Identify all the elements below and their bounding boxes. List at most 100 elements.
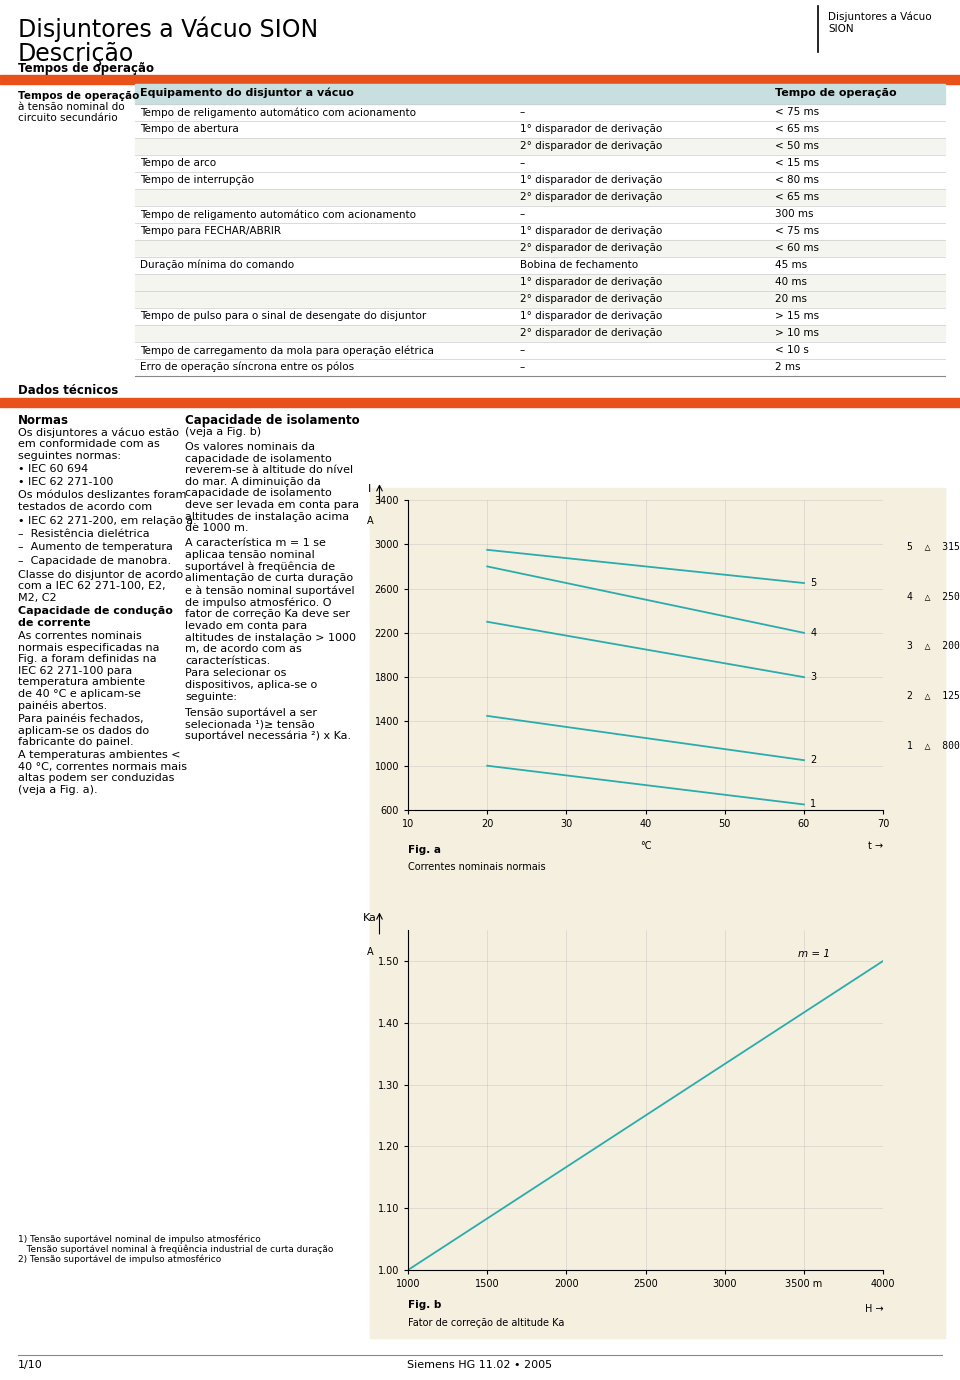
Text: > 15 ms: > 15 ms bbox=[775, 310, 819, 322]
Text: < 65 ms: < 65 ms bbox=[775, 192, 819, 201]
Text: 2  △  1250  A: 2 △ 1250 A bbox=[907, 690, 960, 700]
Text: < 15 ms: < 15 ms bbox=[775, 157, 819, 168]
Text: 2° disparador de derivação: 2° disparador de derivação bbox=[520, 294, 662, 304]
Bar bbox=[370, 489, 945, 1339]
Text: 2° disparador de derivação: 2° disparador de derivação bbox=[520, 243, 662, 253]
Text: Os valores nominais da
capacidade de isolamento
reverem-se à altitude do nível
d: Os valores nominais da capacidade de iso… bbox=[185, 442, 359, 533]
Text: < 80 ms: < 80 ms bbox=[775, 175, 819, 185]
Text: Tempos de operação: Tempos de operação bbox=[18, 91, 139, 101]
Bar bbox=[135, 104, 945, 121]
Text: Fig. b: Fig. b bbox=[408, 1300, 442, 1311]
Bar bbox=[135, 359, 945, 375]
Text: t →: t → bbox=[868, 840, 883, 851]
Text: 2 ms: 2 ms bbox=[775, 362, 801, 373]
Text: I: I bbox=[369, 484, 372, 494]
Text: Tempos de operação: Tempos de operação bbox=[18, 62, 154, 75]
Bar bbox=[0, 75, 960, 84]
Text: 40 ms: 40 ms bbox=[775, 277, 807, 287]
Bar bbox=[135, 291, 945, 308]
Text: • IEC 62 271-100: • IEC 62 271-100 bbox=[18, 477, 113, 487]
Text: Siemens HG 11.02 • 2005: Siemens HG 11.02 • 2005 bbox=[407, 1361, 553, 1370]
Bar bbox=[135, 275, 945, 291]
Text: A temperaturas ambientes <
40 °C, correntes normais mais
altas podem ser conduzi: A temperaturas ambientes < 40 °C, corren… bbox=[18, 749, 187, 795]
Text: Disjuntores a Vácuo: Disjuntores a Vácuo bbox=[828, 12, 931, 22]
Text: 20 ms: 20 ms bbox=[775, 294, 807, 304]
Text: Bobina de fechamento: Bobina de fechamento bbox=[520, 259, 638, 270]
Text: > 10 ms: > 10 ms bbox=[775, 328, 819, 338]
Text: Para painéis fechados,
aplicam-se os dados do
fabricante do painel.: Para painéis fechados, aplicam-se os dad… bbox=[18, 713, 149, 747]
Text: Normas: Normas bbox=[18, 414, 69, 426]
Text: 1° disparador de derivação: 1° disparador de derivação bbox=[520, 310, 662, 322]
Text: A característica m = 1 se
aplicaa tensão nominal
suportável à freqüência de
alim: A característica m = 1 se aplicaa tensão… bbox=[185, 538, 356, 665]
Text: H →: H → bbox=[865, 1304, 883, 1314]
Text: Tempo para FECHAR/ABRIR: Tempo para FECHAR/ABRIR bbox=[140, 226, 281, 236]
Text: 2) Tensão suportável de impulso atmosférico: 2) Tensão suportável de impulso atmosfér… bbox=[18, 1254, 221, 1264]
Text: 2° disparador de derivação: 2° disparador de derivação bbox=[520, 328, 662, 338]
Text: Para selecionar os
dispositivos, aplica-se o
seguinte:: Para selecionar os dispositivos, aplica-… bbox=[185, 668, 317, 701]
Text: Classe do disjuntor de acordo
com a IEC 62 271-100, E2,
M2, C2: Classe do disjuntor de acordo com a IEC … bbox=[18, 570, 183, 603]
Text: Correntes nominais normais: Correntes nominais normais bbox=[408, 862, 545, 872]
Text: 1° disparador de derivação: 1° disparador de derivação bbox=[520, 277, 662, 287]
Text: Os módulos deslizantes foram
testados de acordo com: Os módulos deslizantes foram testados de… bbox=[18, 490, 186, 512]
Text: Tensão suportável nominal à freqüência industrial de curta duração: Tensão suportável nominal à freqüência i… bbox=[18, 1245, 333, 1254]
Text: Disjuntores a Vácuo SION: Disjuntores a Vácuo SION bbox=[18, 17, 319, 41]
Text: –: – bbox=[520, 362, 525, 373]
Text: A: A bbox=[367, 947, 373, 956]
Bar bbox=[0, 397, 960, 407]
Text: < 75 ms: < 75 ms bbox=[775, 108, 819, 117]
Text: 300 ms: 300 ms bbox=[775, 208, 813, 219]
Bar bbox=[135, 224, 945, 240]
Text: –: – bbox=[520, 157, 525, 168]
Bar bbox=[135, 206, 945, 224]
Bar bbox=[135, 308, 945, 326]
Text: Duração mínima do comando: Duração mínima do comando bbox=[140, 259, 294, 270]
Text: °C: °C bbox=[640, 840, 651, 851]
Text: –: – bbox=[520, 108, 525, 117]
Bar bbox=[135, 326, 945, 342]
Text: Equipamento do disjuntor a vácuo: Equipamento do disjuntor a vácuo bbox=[140, 88, 354, 98]
Text: Tempo de carregamento da mola para operação elétrica: Tempo de carregamento da mola para opera… bbox=[140, 345, 434, 356]
Text: 45 ms: 45 ms bbox=[775, 259, 807, 270]
Text: m = 1: m = 1 bbox=[798, 949, 829, 959]
Text: 1° disparador de derivação: 1° disparador de derivação bbox=[520, 124, 662, 134]
Bar bbox=[135, 189, 945, 206]
Text: Tempo de pulso para o sinal de desengate do disjuntor: Tempo de pulso para o sinal de desengate… bbox=[140, 310, 426, 322]
Text: SION: SION bbox=[828, 23, 853, 34]
Text: Tempo de religamento automático com acionamento: Tempo de religamento automático com acio… bbox=[140, 208, 416, 219]
Text: A: A bbox=[367, 516, 373, 526]
Bar bbox=[135, 257, 945, 275]
Text: Tempo de arco: Tempo de arco bbox=[140, 157, 216, 168]
Text: Fig. a: Fig. a bbox=[408, 845, 441, 854]
Text: circuito secundário: circuito secundário bbox=[18, 113, 118, 123]
Text: As correntes nominais
normais especificadas na
Fig. a foram definidas na
IEC 62 : As correntes nominais normais especifica… bbox=[18, 631, 159, 711]
Text: 1° disparador de derivação: 1° disparador de derivação bbox=[520, 226, 662, 236]
Text: Capacidade de isolamento: Capacidade de isolamento bbox=[185, 414, 360, 426]
Text: < 60 ms: < 60 ms bbox=[775, 243, 819, 253]
Text: –  Capacidade de manobra.: – Capacidade de manobra. bbox=[18, 556, 171, 566]
Bar bbox=[135, 121, 945, 138]
Text: (veja a Fig. b): (veja a Fig. b) bbox=[185, 426, 261, 437]
Text: < 75 ms: < 75 ms bbox=[775, 226, 819, 236]
Text: Descrição: Descrição bbox=[18, 41, 134, 66]
Text: Dados técnicos: Dados técnicos bbox=[18, 384, 118, 397]
Text: 3: 3 bbox=[810, 672, 816, 682]
Text: • IEC 60 694: • IEC 60 694 bbox=[18, 464, 88, 473]
Text: –: – bbox=[520, 208, 525, 219]
Text: Fator de correção de altitude Ka: Fator de correção de altitude Ka bbox=[408, 1318, 564, 1329]
Text: 2: 2 bbox=[810, 755, 817, 765]
Text: Ka: Ka bbox=[363, 914, 377, 923]
Bar bbox=[135, 155, 945, 172]
Text: Tensão suportável a ser
selecionada ¹)≥ tensão
suportável necessária ²) x Ka.: Tensão suportável a ser selecionada ¹)≥ … bbox=[185, 707, 351, 741]
Text: –  Resistência dielétrica: – Resistência dielétrica bbox=[18, 529, 150, 540]
Text: 5  △  3150  A: 5 △ 3150 A bbox=[907, 541, 960, 552]
Text: Tempo de operação: Tempo de operação bbox=[775, 88, 897, 98]
Text: 3  △  2000  A: 3 △ 2000 A bbox=[907, 640, 960, 651]
Text: • IEC 62 271-200, em relação a:: • IEC 62 271-200, em relação a: bbox=[18, 516, 197, 526]
Text: 5: 5 bbox=[810, 578, 817, 588]
Text: 1° disparador de derivação: 1° disparador de derivação bbox=[520, 175, 662, 185]
Text: 4  △  2500  A: 4 △ 2500 A bbox=[907, 591, 960, 602]
Bar bbox=[135, 342, 945, 359]
Text: 1/10: 1/10 bbox=[18, 1361, 43, 1370]
Bar bbox=[135, 138, 945, 155]
Text: < 10 s: < 10 s bbox=[775, 345, 809, 355]
